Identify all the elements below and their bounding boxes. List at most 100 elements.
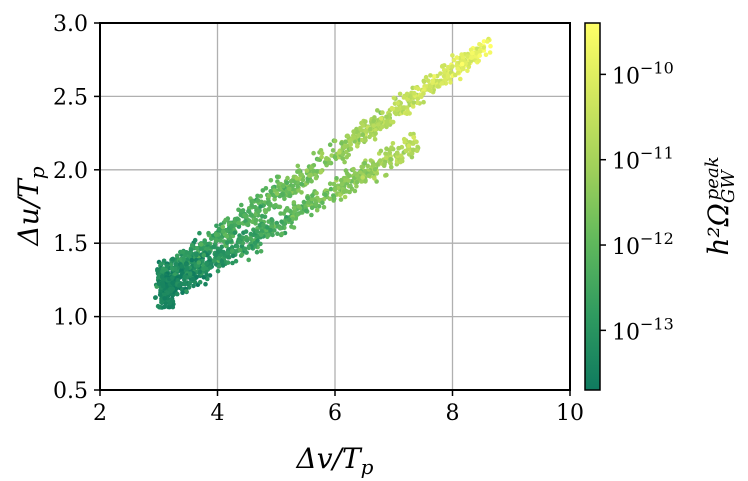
scatter-point: [342, 178, 348, 183]
scatter-point: [483, 52, 489, 58]
scatter-point: [230, 260, 235, 266]
scatter-point: [268, 189, 274, 194]
scatter-point: [459, 61, 465, 67]
scatter-point: [313, 175, 319, 181]
scatter-point: [157, 304, 162, 310]
scatter-point: [394, 107, 400, 113]
colorbar-tick-label: 10−13: [612, 314, 674, 345]
scatter-point: [204, 261, 209, 266]
scatter-point: [290, 183, 296, 189]
scatter-points: [153, 36, 493, 310]
scatter-point: [309, 205, 315, 211]
scatter-point: [167, 301, 173, 306]
scatter-point: [384, 172, 389, 178]
colorbar-tick-label: 10−10: [612, 58, 674, 89]
scatter-point: [211, 244, 217, 250]
scatter-point: [180, 290, 185, 296]
scatter-point: [257, 223, 263, 228]
scatter-point: [352, 135, 357, 140]
scatter-point: [246, 245, 252, 251]
scatter-point: [164, 263, 170, 269]
scatter-point: [181, 256, 186, 262]
scatter-point: [299, 172, 305, 178]
scatter-point: [448, 80, 453, 85]
scatter-point: [337, 150, 342, 155]
scatter-point: [470, 50, 475, 56]
scatter-point: [305, 195, 311, 201]
scatter-point: [355, 144, 360, 149]
scatter-point: [246, 208, 251, 214]
scatter-point: [327, 142, 333, 147]
x-tick-label: 4: [211, 401, 225, 426]
scatter-point: [409, 151, 415, 156]
scatter-point: [254, 249, 260, 255]
scatter-point: [343, 139, 348, 144]
scatter-point: [378, 116, 384, 121]
scatter-point: [439, 64, 445, 69]
scatter-point: [388, 161, 394, 166]
scatter-point: [308, 172, 314, 178]
scatter-point: [266, 193, 272, 199]
scatter-point: [242, 246, 248, 252]
scatter-point: [310, 193, 315, 198]
scatter-point: [305, 200, 311, 205]
x-axis-ticks: 2 4 6 8 10: [93, 390, 584, 426]
scatter-point: [423, 74, 429, 80]
scatter-point: [366, 173, 372, 178]
scatter-point: [162, 296, 167, 301]
scatter-point: [295, 163, 301, 169]
scatter-point: [382, 162, 387, 167]
colorbar: [584, 22, 601, 391]
scatter-point: [477, 42, 482, 47]
scatter-point: [184, 266, 190, 271]
scatter-point: [368, 158, 374, 163]
scatter-point: [253, 217, 259, 223]
scatter-point: [372, 137, 378, 142]
scatter-point: [327, 196, 333, 202]
scatter-point: [428, 73, 433, 78]
scatter-point: [279, 219, 284, 224]
scatter-point: [371, 123, 377, 129]
x-tick-label: 8: [446, 401, 460, 426]
scatter-point: [236, 224, 242, 229]
scatter-point: [258, 241, 263, 247]
scatter-point: [373, 131, 378, 136]
scatter-point: [201, 266, 206, 272]
scatter-point: [170, 286, 176, 292]
scatter-point: [476, 58, 482, 64]
scatter-point: [314, 190, 319, 196]
scatter-point: [465, 54, 470, 59]
scatter-point: [268, 227, 273, 233]
scatter-point: [443, 77, 448, 82]
scatter-point: [371, 118, 377, 124]
scatter-point: [225, 240, 230, 246]
scatter-point: [303, 208, 309, 214]
scatter-point: [215, 268, 221, 274]
scatter-point: [299, 181, 305, 187]
scatter-point: [331, 181, 337, 187]
scatter-point: [442, 70, 447, 76]
scatter-point: [363, 138, 368, 143]
scatter-point: [219, 244, 225, 250]
scatter-point: [249, 202, 254, 208]
scatter-point: [263, 209, 268, 215]
scatter-point: [261, 222, 266, 228]
scatter-point: [284, 180, 290, 186]
y-tick-label: 1.5: [53, 232, 88, 257]
x-tick-label: 6: [328, 401, 342, 426]
scatter-point: [458, 76, 463, 82]
scatter-point: [182, 282, 188, 287]
scatter-point: [156, 275, 161, 281]
scatter-point: [248, 212, 254, 217]
x-tick-label: 2: [93, 401, 107, 426]
scatter-point: [487, 50, 493, 55]
scatter-point: [401, 105, 406, 110]
scatter-point: [344, 154, 350, 160]
y-tick-label: 3.0: [53, 12, 88, 37]
scatter-point: [309, 179, 314, 184]
scatter-point: [239, 209, 244, 214]
scatter-point: [469, 55, 474, 60]
scatter-point: [266, 232, 271, 238]
scatter-point: [192, 237, 198, 243]
scatter-point: [156, 281, 162, 287]
